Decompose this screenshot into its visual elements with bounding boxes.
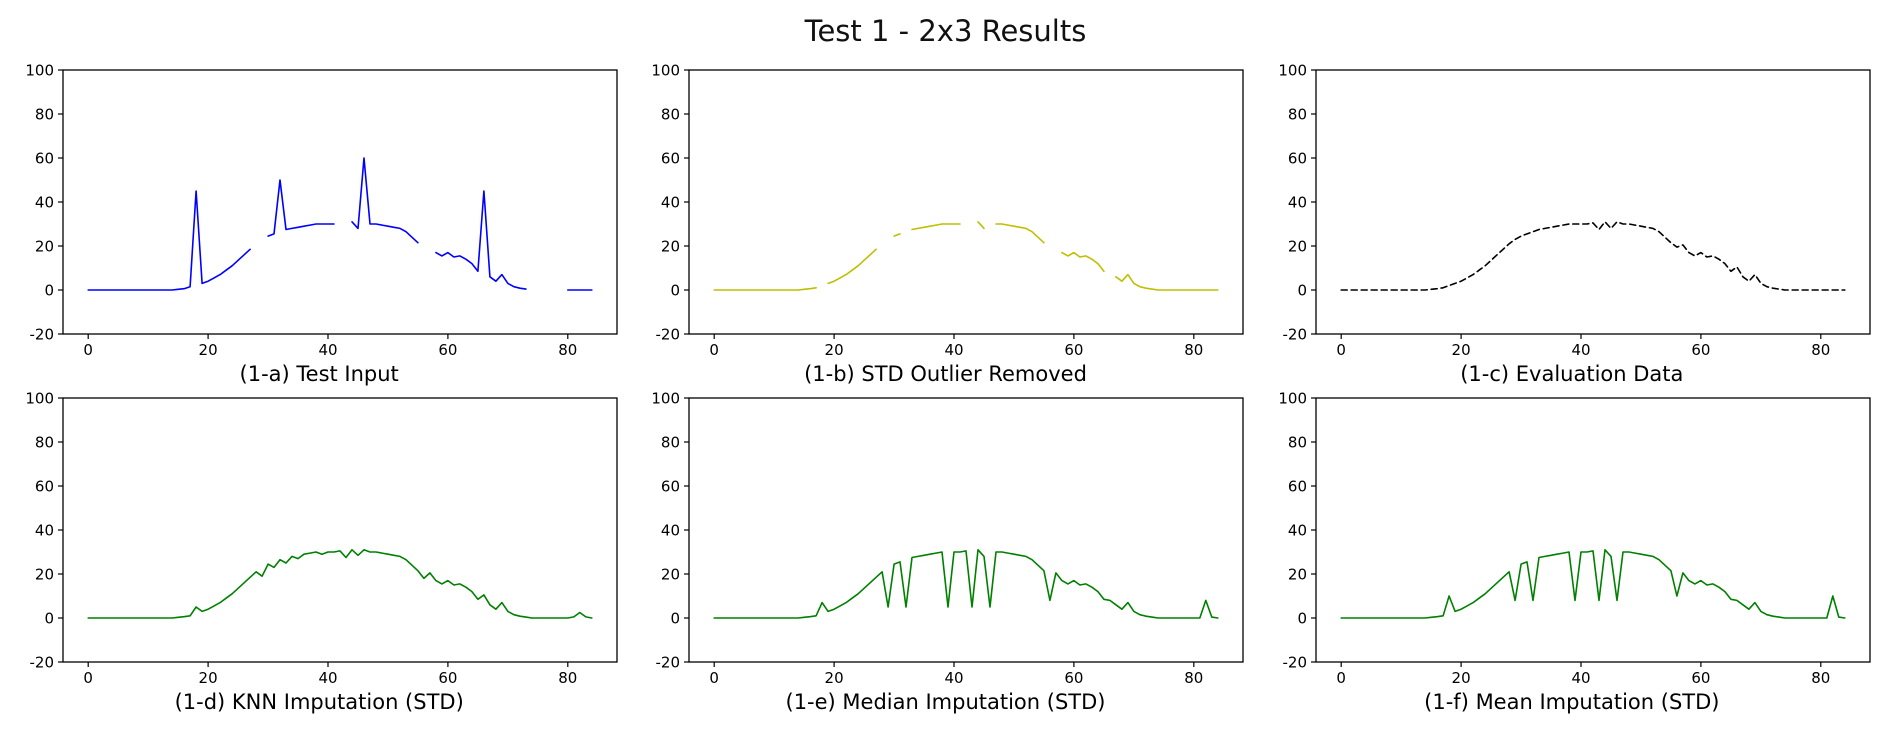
svg-text:100: 100 <box>1278 390 1307 408</box>
svg-text:-20: -20 <box>656 654 681 672</box>
svg-text:80: 80 <box>1288 434 1307 452</box>
svg-text:60: 60 <box>661 478 680 496</box>
svg-text:60: 60 <box>1288 150 1307 168</box>
svg-text:80: 80 <box>661 434 680 452</box>
svg-text:0: 0 <box>671 610 681 628</box>
svg-text:40: 40 <box>1571 341 1590 359</box>
subplot-caption-1c: (1-c) Evaluation Data <box>1460 362 1684 386</box>
plot-canvas-1e: 0 20 40 60 80 -20 0 20 40 60 80 100 <box>652 390 1245 687</box>
svg-text:100: 100 <box>26 390 55 408</box>
svg-text:0: 0 <box>1336 669 1346 687</box>
svg-text:40: 40 <box>945 341 964 359</box>
subplot-caption-1f: (1-f) Mean Imputation (STD) <box>1424 690 1720 714</box>
svg-text:40: 40 <box>1288 194 1307 212</box>
svg-text:20: 20 <box>1451 341 1470 359</box>
svg-text:-20: -20 <box>656 326 681 344</box>
svg-text:20: 20 <box>825 341 844 359</box>
svg-text:0: 0 <box>1336 341 1346 359</box>
subplot-1e: 0 20 40 60 80 -20 0 20 40 60 80 100 (1-e) Median Im… <box>634 390 1256 714</box>
svg-text:0: 0 <box>45 282 55 300</box>
plot-canvas-1f: 0 20 40 60 80 -20 0 20 40 60 80 100 <box>1278 390 1871 687</box>
svg-text:80: 80 <box>1288 106 1307 124</box>
svg-text:20: 20 <box>661 238 680 256</box>
svg-text:60: 60 <box>1065 341 1084 359</box>
figure-title: Test 1 - 2x3 Results <box>804 14 1087 48</box>
svg-text:20: 20 <box>1451 669 1470 687</box>
plot-canvas-1d: 0 20 40 60 80 -20 0 20 40 60 80 100 <box>26 390 618 687</box>
subplot-caption-1b: (1-b) STD Outlier Removed <box>804 362 1087 386</box>
svg-text:20: 20 <box>825 669 844 687</box>
svg-text:60: 60 <box>439 669 458 687</box>
subplot-1d: 0 20 40 60 80 -20 0 20 40 60 80 100 (1-d) KNN Imput… <box>8 390 630 714</box>
svg-text:0: 0 <box>1297 610 1307 628</box>
svg-text:20: 20 <box>1288 238 1307 256</box>
svg-text:20: 20 <box>199 341 218 359</box>
plot-canvas-1a: 0 20 40 60 80 -20 0 20 40 60 80 100 <box>26 62 618 359</box>
svg-text:80: 80 <box>1185 669 1204 687</box>
plot-canvas-1b: 0 20 40 60 80 -20 0 20 40 60 80 100 <box>652 62 1245 359</box>
subplot-grid: 0 20 40 60 80 -20 0 20 40 60 80 100 (1-a) Test Inpu… <box>8 62 1883 714</box>
subplot-1b: 0 20 40 60 80 -20 0 20 40 60 80 100 (1-b) STD Outli… <box>634 62 1256 386</box>
svg-text:60: 60 <box>1691 341 1710 359</box>
svg-text:100: 100 <box>652 62 681 80</box>
svg-text:-20: -20 <box>1282 654 1307 672</box>
svg-text:0: 0 <box>84 341 94 359</box>
svg-text:100: 100 <box>1278 62 1307 80</box>
svg-text:80: 80 <box>35 106 54 124</box>
svg-text:0: 0 <box>84 669 94 687</box>
svg-text:80: 80 <box>558 341 577 359</box>
svg-text:60: 60 <box>35 150 54 168</box>
svg-text:40: 40 <box>945 669 964 687</box>
svg-text:100: 100 <box>652 390 681 408</box>
svg-text:80: 80 <box>1185 341 1204 359</box>
svg-text:40: 40 <box>661 522 680 540</box>
subplot-1c: 0 20 40 60 80 -20 0 20 40 60 80 100 (1-c) Evaluatio… <box>1261 62 1883 386</box>
svg-text:40: 40 <box>319 669 338 687</box>
figure: Test 1 - 2x3 Results 0 20 40 60 80 -20 0 20 40 60… <box>8 14 1883 714</box>
svg-text:80: 80 <box>1811 341 1830 359</box>
subplot-caption-1d: (1-d) KNN Imputation (STD) <box>174 690 464 714</box>
svg-text:60: 60 <box>439 341 458 359</box>
svg-text:60: 60 <box>1691 669 1710 687</box>
svg-text:60: 60 <box>1288 478 1307 496</box>
svg-text:80: 80 <box>558 669 577 687</box>
svg-text:40: 40 <box>319 341 338 359</box>
svg-text:0: 0 <box>671 282 681 300</box>
svg-text:20: 20 <box>199 669 218 687</box>
svg-text:-20: -20 <box>30 654 55 672</box>
svg-text:20: 20 <box>661 566 680 584</box>
svg-text:0: 0 <box>45 610 55 628</box>
subplot-caption-1e: (1-e) Median Imputation (STD) <box>785 690 1106 714</box>
svg-text:0: 0 <box>710 341 720 359</box>
svg-text:0: 0 <box>1297 282 1307 300</box>
svg-text:60: 60 <box>35 478 54 496</box>
svg-text:40: 40 <box>1571 669 1590 687</box>
subplot-caption-1a: (1-a) Test Input <box>239 362 399 386</box>
svg-text:40: 40 <box>35 194 54 212</box>
svg-text:80: 80 <box>1811 669 1830 687</box>
svg-text:100: 100 <box>26 62 55 80</box>
subplot-1a: 0 20 40 60 80 -20 0 20 40 60 80 100 (1-a) Test Inpu… <box>8 62 630 386</box>
svg-text:0: 0 <box>710 669 720 687</box>
subplot-1f: 0 20 40 60 80 -20 0 20 40 60 80 100 (1-f) Mean Impu… <box>1261 390 1883 714</box>
svg-text:80: 80 <box>35 434 54 452</box>
svg-text:60: 60 <box>1065 669 1084 687</box>
svg-text:60: 60 <box>661 150 680 168</box>
plot-canvas-1c: 0 20 40 60 80 -20 0 20 40 60 80 100 <box>1278 62 1871 359</box>
svg-text:20: 20 <box>35 566 54 584</box>
svg-text:80: 80 <box>661 106 680 124</box>
svg-text:20: 20 <box>1288 566 1307 584</box>
svg-text:40: 40 <box>1288 522 1307 540</box>
svg-text:40: 40 <box>661 194 680 212</box>
svg-text:-20: -20 <box>1282 326 1307 344</box>
svg-text:20: 20 <box>35 238 54 256</box>
svg-text:40: 40 <box>35 522 54 540</box>
svg-text:-20: -20 <box>30 326 55 344</box>
